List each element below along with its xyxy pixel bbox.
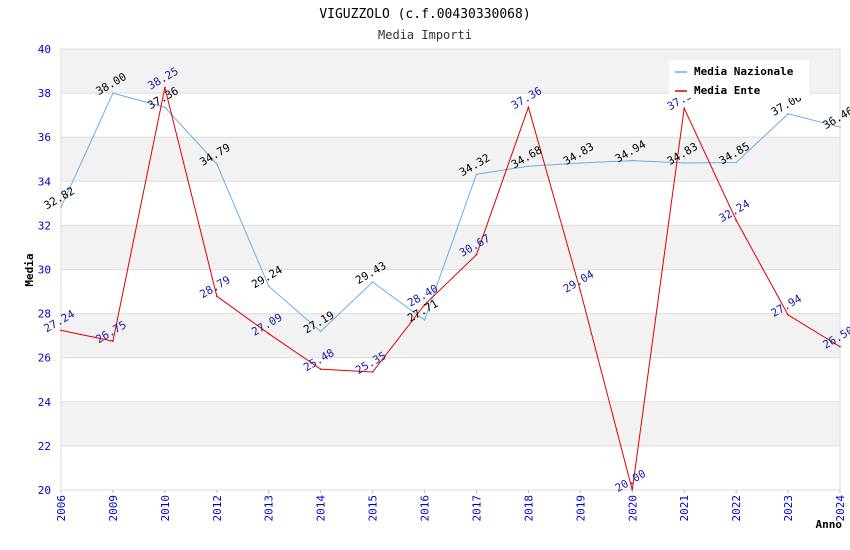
data-point (267, 332, 270, 335)
series-line-media-nazionale (60, 92, 841, 333)
data-point (579, 289, 582, 292)
x-tick-label: 2009 (107, 495, 120, 522)
x-tick-label: 2015 (367, 495, 380, 522)
y-tick-label: 32 (38, 219, 51, 232)
gridlines (60, 48, 841, 491)
band (61, 181, 840, 226)
data-point (787, 113, 789, 115)
y-tick-label: 36 (38, 131, 51, 144)
x-tick-label: 2021 (678, 495, 691, 522)
y-axis-ticks: 20 22 24 26 28 30 32 34 36 38 40 (38, 43, 52, 497)
y-tick-label: 26 (38, 352, 51, 365)
y-axis-label: Media (23, 253, 36, 286)
data-point (683, 107, 685, 110)
series-lines (60, 86, 841, 491)
band (61, 445, 840, 490)
data-point (423, 319, 426, 321)
x-tick-label: 2014 (315, 495, 328, 522)
band (61, 357, 840, 402)
band (61, 313, 840, 358)
legend-label-media-nazionale: Media Nazionale (694, 65, 794, 78)
band (61, 401, 840, 446)
x-tick-label: 2016 (419, 495, 432, 522)
data-point (475, 253, 478, 256)
y-tick-label: 38 (38, 87, 51, 100)
data-point (683, 162, 685, 164)
data-point (267, 285, 270, 288)
chart-title: VIGUZZOLO (c.f.00430330068) (319, 7, 530, 22)
y-tick-label: 34 (38, 175, 52, 188)
y-tick-label: 28 (38, 308, 51, 321)
y-tick-label: 22 (38, 440, 51, 453)
data-point (164, 106, 166, 109)
data-point (475, 173, 478, 176)
data-point (371, 371, 374, 373)
data-point (371, 281, 374, 283)
chart-subtitle: Media Importi (378, 28, 472, 42)
data-point (216, 163, 218, 165)
band (61, 137, 840, 182)
y-tick-label: 30 (38, 264, 51, 277)
x-tick-label: 2010 (159, 495, 172, 522)
data-point (319, 368, 322, 370)
y-tick-label: 40 (38, 43, 51, 56)
band (61, 93, 840, 138)
x-axis-label: Anno (816, 518, 843, 531)
legend-label-media-ente: Media Ente (694, 84, 761, 97)
legend-box (669, 60, 809, 98)
data-point (579, 162, 582, 164)
data-point (112, 340, 114, 342)
x-tick-label: 2024 (834, 495, 847, 522)
x-tick-label: 2023 (782, 495, 795, 522)
data-point (839, 345, 841, 348)
data-point (839, 126, 841, 128)
data-point (319, 330, 322, 333)
data-point (527, 165, 530, 168)
data-point (60, 329, 62, 332)
series-line-media-ente (60, 87, 841, 491)
data-point (216, 295, 218, 297)
x-tick-label: 2022 (730, 495, 743, 522)
data-point (787, 314, 789, 316)
data-point (735, 161, 737, 164)
background-bands (61, 49, 840, 490)
data-point (527, 106, 530, 109)
x-axis-ticks: 2006 2009 2010 2012 2013 2014 2015 2016 2017 2018… (55, 490, 847, 522)
legend: Media Nazionale Media Ente (669, 60, 809, 98)
x-tick-label: 2013 (263, 495, 276, 522)
y-tick-label: 20 (38, 484, 51, 497)
x-tick-label: 2012 (211, 495, 224, 522)
data-point (423, 303, 426, 306)
data-point (112, 92, 114, 94)
band (61, 269, 840, 314)
x-tick-label: 2017 (470, 495, 483, 522)
y-tick-label: 24 (38, 396, 52, 409)
x-tick-label: 2019 (574, 495, 587, 522)
data-point (60, 206, 62, 209)
x-tick-label: 2020 (626, 495, 639, 522)
x-tick-label: 2006 (55, 495, 68, 522)
data-point (735, 219, 737, 221)
x-tick-label: 2018 (522, 495, 535, 522)
data-point (631, 159, 634, 162)
data-point (164, 86, 166, 89)
